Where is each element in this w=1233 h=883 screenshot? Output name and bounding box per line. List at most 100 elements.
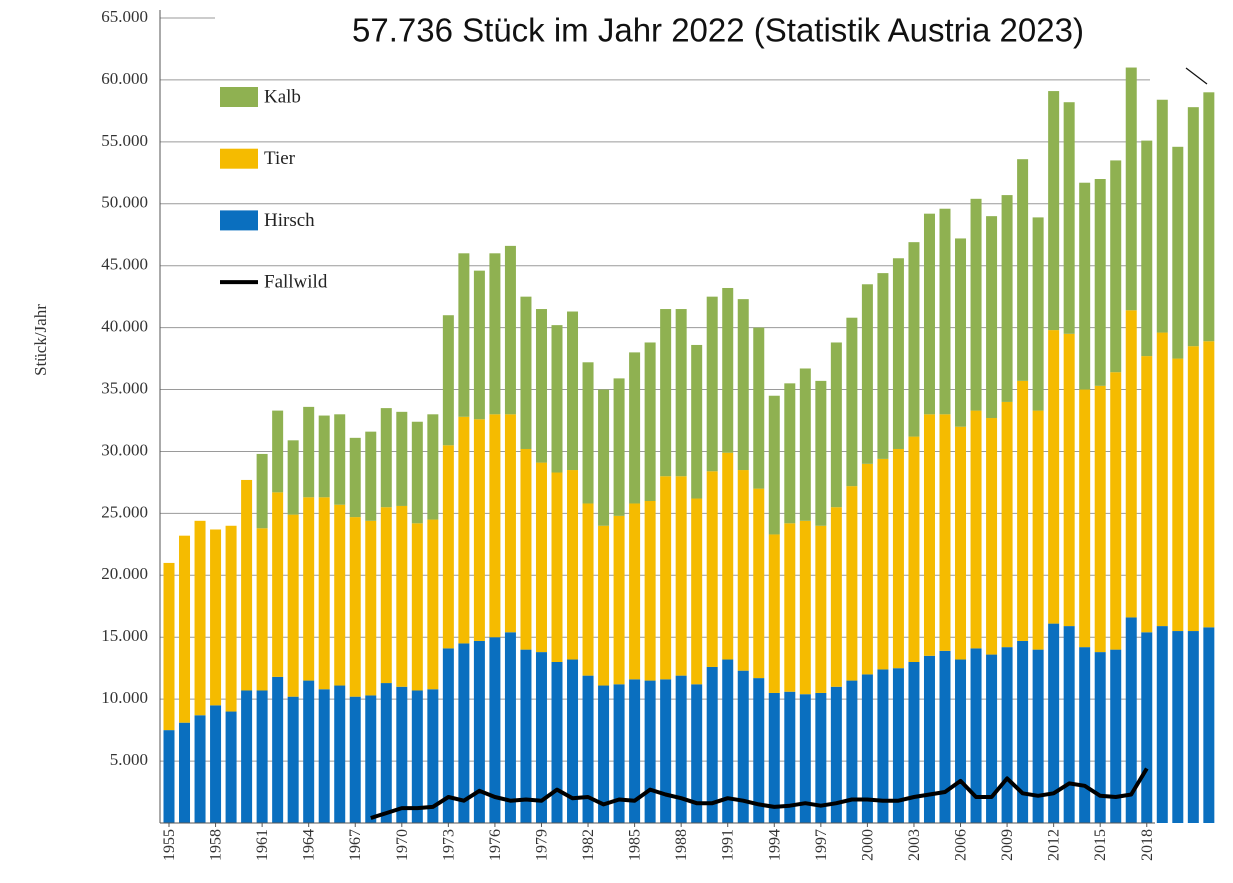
bar-segment: [645, 681, 656, 823]
bar-segment: [474, 419, 485, 641]
bar-segment: [645, 501, 656, 681]
bar-segment: [707, 667, 718, 823]
bar-segment: [629, 352, 640, 503]
bar-segment: [1203, 341, 1214, 627]
bar-segment: [893, 449, 904, 668]
x-tick-label: 2009: [999, 829, 1016, 861]
bar-segment: [1110, 372, 1121, 649]
bar-segment: [1079, 647, 1090, 823]
bar-segment: [381, 507, 392, 683]
bar-segment: [1172, 359, 1183, 631]
bar-segment: [288, 697, 299, 823]
bar-segment: [722, 288, 733, 453]
bar-segment: [1064, 626, 1075, 823]
y-tick-label: 15.000: [101, 626, 148, 645]
bar-segment: [645, 342, 656, 501]
x-tick-label: 1994: [766, 829, 783, 861]
bars: [164, 68, 1215, 823]
legend-label: Hirsch: [264, 210, 315, 231]
bar-segment: [1188, 107, 1199, 346]
bar-segment: [1110, 160, 1121, 372]
bar-segment: [179, 723, 190, 823]
bar-segment: [831, 342, 842, 507]
bar-segment: [257, 528, 268, 690]
bar-segment: [458, 253, 469, 416]
bar-segment: [1188, 631, 1199, 823]
bar-segment: [707, 471, 718, 667]
bar-segment: [226, 526, 237, 712]
bar-segment: [738, 299, 749, 470]
bar-segment: [924, 214, 935, 415]
bar-segment: [303, 497, 314, 680]
bar-segment: [1033, 411, 1044, 650]
bar-segment: [1002, 402, 1013, 647]
bar-segment: [614, 516, 625, 684]
bar-segment: [288, 440, 299, 514]
legend-swatch: [220, 149, 258, 169]
bar-segment: [489, 253, 500, 414]
bar-segment: [226, 712, 237, 823]
bar-segment: [396, 412, 407, 506]
bar-segment: [536, 309, 547, 463]
bar-segment: [1141, 632, 1152, 823]
legend-label: Fallwild: [264, 271, 328, 292]
bar-segment: [846, 318, 857, 486]
bar-segment: [334, 414, 345, 504]
bar-segment: [427, 520, 438, 690]
x-tick-label: 1961: [254, 829, 271, 861]
x-tick-label: 1958: [208, 829, 225, 861]
bar-segment: [350, 517, 361, 697]
x-tick-label: 1982: [580, 829, 597, 861]
x-tick-label: 2000: [859, 829, 876, 861]
x-tick-label: 1970: [394, 829, 411, 861]
bar-segment: [753, 489, 764, 678]
bar-segment: [474, 641, 485, 823]
bar-segment: [1017, 381, 1028, 641]
bar-segment: [971, 411, 982, 649]
y-tick-label: 55.000: [101, 131, 148, 150]
bar-segment: [1064, 334, 1075, 626]
bar-segment: [272, 492, 283, 677]
bar-segment: [179, 536, 190, 723]
bar-segment: [1002, 647, 1013, 823]
y-tick-label: 65.000: [101, 7, 148, 26]
bar-segment: [520, 297, 531, 449]
bar-segment: [1188, 346, 1199, 631]
bar-segment: [877, 459, 888, 670]
y-tick-label: 25.000: [101, 502, 148, 521]
bar-segment: [691, 345, 702, 499]
x-tick-label: 2015: [1092, 829, 1109, 861]
bar-segment: [800, 368, 811, 520]
bar-segment: [1172, 631, 1183, 823]
bar-segment: [614, 378, 625, 515]
bar-segment: [350, 438, 361, 517]
bar-segment: [195, 521, 206, 715]
x-tick-label: 1988: [673, 829, 690, 861]
y-tick-label: 5.000: [110, 750, 148, 769]
chart-title: 57.736 Stück im Jahr 2022 (Statistik Aus…: [352, 12, 1084, 49]
bar-segment: [319, 497, 330, 689]
bar-segment: [257, 454, 268, 528]
bar-segment: [365, 432, 376, 521]
bar-segment: [412, 523, 423, 690]
legend-swatch: [220, 210, 258, 230]
bar-segment: [303, 681, 314, 823]
bar-segment: [583, 362, 594, 503]
bar-segment: [567, 312, 578, 471]
bar-segment: [1157, 333, 1168, 627]
bar-segment: [940, 651, 951, 823]
x-tick-label: 1985: [627, 829, 644, 861]
bar-segment: [474, 271, 485, 420]
bar-segment: [520, 650, 531, 823]
bar-segment: [800, 521, 811, 694]
y-tick-label: 60.000: [101, 69, 148, 88]
bar-segment: [334, 686, 345, 823]
bar-segment: [769, 396, 780, 535]
x-tick-label: 1979: [533, 829, 550, 861]
bar-segment: [784, 383, 795, 523]
bar-segment: [1203, 627, 1214, 823]
bar-segment: [769, 534, 780, 693]
bar-segment: [272, 411, 283, 493]
bar-segment: [520, 449, 531, 650]
bar-segment: [1002, 195, 1013, 402]
